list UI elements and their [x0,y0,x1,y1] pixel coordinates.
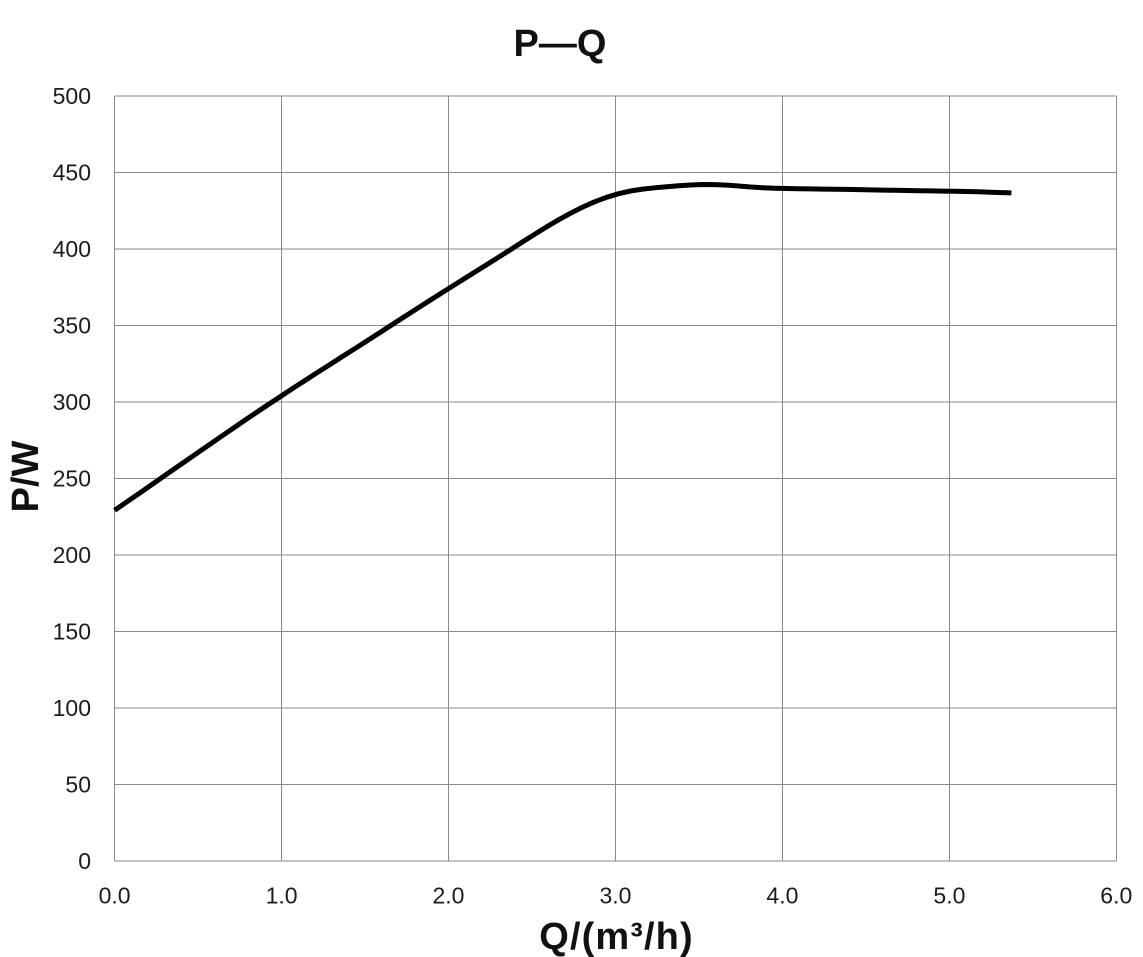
svg-text:350: 350 [53,313,91,339]
svg-text:250: 250 [53,466,91,492]
svg-text:150: 150 [53,619,91,645]
svg-text:300: 300 [53,389,91,415]
svg-text:1.0: 1.0 [266,882,298,908]
svg-text:5.0: 5.0 [933,882,965,908]
svg-text:200: 200 [53,542,91,568]
svg-text:Q/(m³/h): Q/(m³/h) [539,916,693,957]
svg-text:3.0: 3.0 [600,882,632,908]
svg-text:2.0: 2.0 [433,882,465,908]
svg-text:4.0: 4.0 [766,882,798,908]
svg-text:6.0: 6.0 [1100,882,1132,908]
svg-text:0: 0 [78,848,91,874]
svg-text:50: 50 [65,772,91,798]
svg-text:400: 400 [53,236,91,262]
svg-text:P—Q: P—Q [514,23,607,65]
svg-text:0.0: 0.0 [99,882,131,908]
svg-text:P/W: P/W [5,440,47,512]
svg-text:450: 450 [53,160,91,186]
svg-text:500: 500 [53,83,91,109]
svg-text:100: 100 [53,695,91,721]
